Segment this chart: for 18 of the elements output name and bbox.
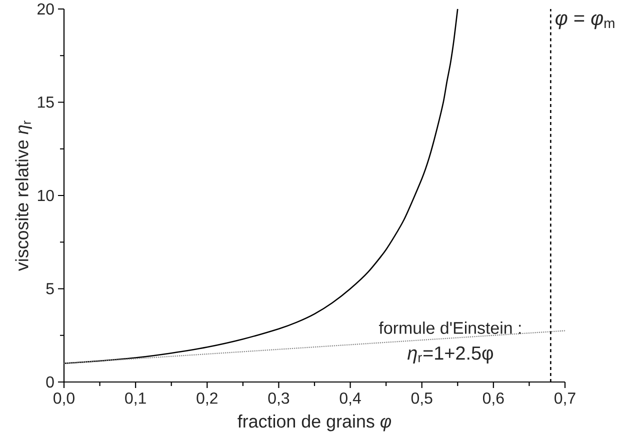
x-tick-label: 0,1 [125,392,146,406]
y-tick-label: 10 [38,190,54,202]
annotation: η$_{r}$=1+2.5φ [407,346,493,364]
y-axis-title: viscosite relative η$_{r}$ [15,120,32,272]
x-tick-label: 0,6 [482,392,504,406]
y-tick-label: 20 [38,3,54,15]
x-tick-label: 0,5 [411,392,432,406]
x-axis-title: fraction de grains φ [238,414,392,432]
annotation: formule d'Einstein : [378,322,521,334]
x-tick-label: 0,3 [268,392,290,406]
y-tick-label: 5 [46,283,54,294]
ref-line-label: φ = φ$_{m}$ [556,14,614,30]
x-tick-label: 0,7 [554,392,576,406]
x-tick-label: 0,2 [196,392,218,406]
x-tick-label: 0,4 [340,392,361,406]
y-tick-label: 0 [46,376,54,388]
y-tick-label: 15 [38,96,54,108]
x-tick-label: 0,0 [54,392,74,406]
